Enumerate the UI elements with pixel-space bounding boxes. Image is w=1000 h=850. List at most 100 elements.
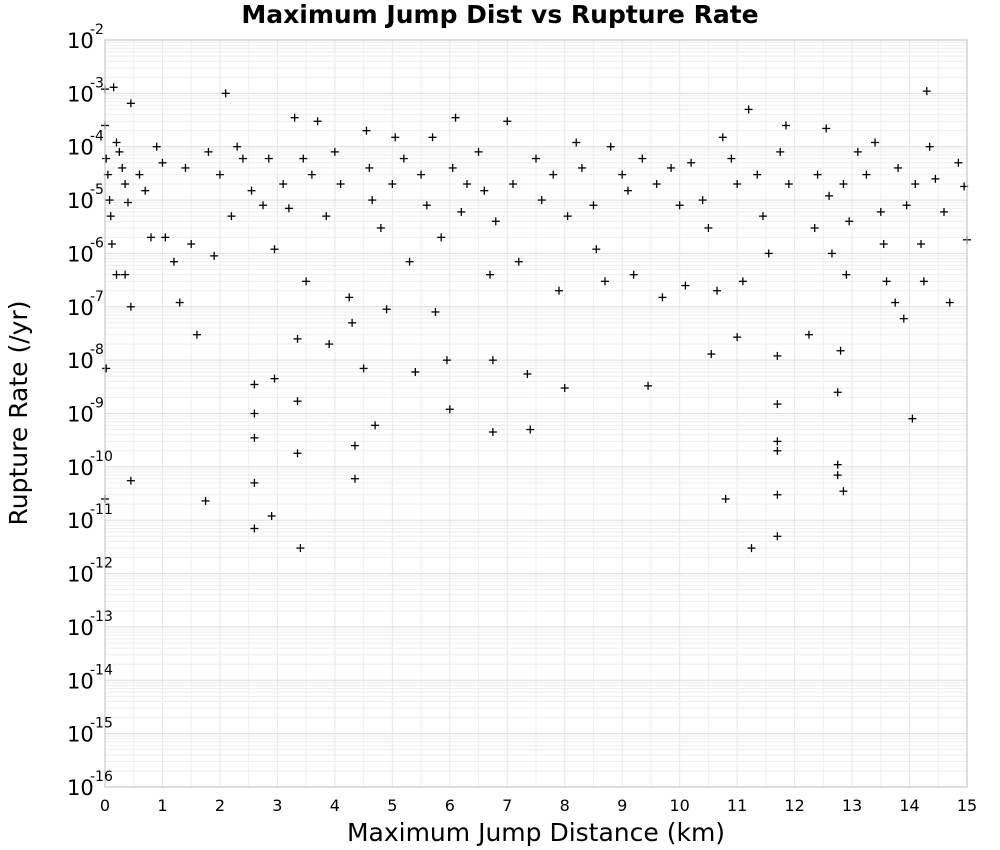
y-tick-label: 10-4 (67, 129, 104, 160)
y-tick-exponent: -5 (90, 182, 104, 198)
data-point (554, 286, 563, 295)
y-tick-base: 10 (67, 616, 94, 640)
y-tick-base: 10 (67, 189, 94, 213)
data-point (638, 154, 647, 163)
y-tick-label: 10-12 (67, 556, 113, 587)
y-axis-label: Rupture Rate (/yr) (4, 301, 33, 526)
data-point (908, 414, 917, 423)
data-point (727, 154, 736, 163)
data-point (871, 138, 880, 147)
y-tick-base: 10 (67, 723, 94, 747)
data-point (747, 544, 756, 553)
data-point (112, 270, 121, 279)
data-point (773, 351, 782, 360)
data-point (480, 186, 489, 195)
x-tick-label: 8 (560, 796, 570, 815)
y-tick-base: 10 (67, 242, 94, 266)
data-point (704, 223, 713, 232)
data-point (474, 147, 483, 156)
data-point (267, 511, 276, 520)
y-tick-exponent: -11 (90, 502, 113, 518)
data-point (126, 476, 135, 485)
data-point (448, 163, 457, 172)
y-tick-exponent: -6 (90, 235, 104, 251)
data-point (270, 374, 279, 383)
y-tick-exponent: -10 (90, 449, 113, 465)
data-point (764, 249, 773, 258)
data-point (371, 421, 380, 430)
data-point (105, 196, 114, 205)
y-tick-base: 10 (67, 349, 94, 373)
x-tick-label: 3 (272, 796, 282, 815)
x-tick-label: 1 (157, 796, 167, 815)
data-point (577, 163, 586, 172)
data-point (600, 277, 609, 286)
data-point (911, 180, 920, 189)
data-point (141, 186, 150, 195)
data-point (718, 133, 727, 142)
data-point (350, 441, 359, 450)
data-point (776, 147, 785, 156)
data-point (537, 196, 546, 205)
x-tick-label: 15 (957, 796, 977, 815)
data-point (345, 293, 354, 302)
data-point (486, 270, 495, 279)
x-tick-label: 12 (784, 796, 804, 815)
data-point (925, 142, 934, 151)
data-point (922, 87, 931, 96)
data-point (445, 405, 454, 414)
data-point (773, 400, 782, 409)
y-tick-exponent: -15 (90, 716, 113, 732)
y-tick-label: 10-8 (67, 342, 104, 373)
data-point (437, 233, 446, 242)
data-point (431, 307, 440, 316)
y-tick-label: 10-15 (67, 716, 113, 747)
data-point (503, 117, 512, 126)
data-point (917, 240, 926, 249)
data-point (250, 478, 259, 487)
y-tick-label: 10-2 (67, 22, 104, 53)
data-point (399, 154, 408, 163)
data-point (463, 180, 472, 189)
data-point (422, 201, 431, 210)
data-point (250, 524, 259, 533)
data-point (560, 384, 569, 393)
y-tick-label: 10-6 (67, 235, 104, 266)
data-point (853, 147, 862, 156)
data-point (279, 180, 288, 189)
data-point (784, 180, 793, 189)
data-point (293, 334, 302, 343)
y-tick-exponent: -4 (90, 129, 104, 145)
y-tick-label: 10-13 (67, 609, 113, 640)
data-point (161, 233, 170, 242)
data-point (112, 138, 121, 147)
x-tick-label: 6 (445, 796, 455, 815)
data-point (348, 318, 357, 327)
data-point (876, 207, 885, 216)
data-point (644, 381, 653, 390)
y-axis-ticks: 10-210-310-410-510-610-710-810-910-1010-… (67, 22, 113, 800)
data-point (158, 158, 167, 167)
data-point (523, 369, 532, 378)
data-point (322, 212, 331, 221)
data-point (822, 124, 831, 133)
data-point (152, 142, 161, 151)
data-point (618, 170, 627, 179)
data-point (284, 204, 293, 213)
data-point (825, 191, 834, 200)
data-point (733, 180, 742, 189)
data-point (109, 83, 118, 92)
y-tick-base: 10 (67, 509, 94, 533)
x-tick-label: 9 (617, 796, 627, 815)
data-point (882, 277, 891, 286)
data-point (652, 180, 661, 189)
data-point (192, 330, 201, 339)
y-tick-base: 10 (67, 456, 94, 480)
data-point (773, 437, 782, 446)
data-point (123, 198, 132, 207)
x-tick-label: 14 (899, 796, 919, 815)
data-point (804, 330, 813, 339)
data-point (411, 367, 420, 376)
data-point (210, 251, 219, 260)
data-point (296, 544, 305, 553)
